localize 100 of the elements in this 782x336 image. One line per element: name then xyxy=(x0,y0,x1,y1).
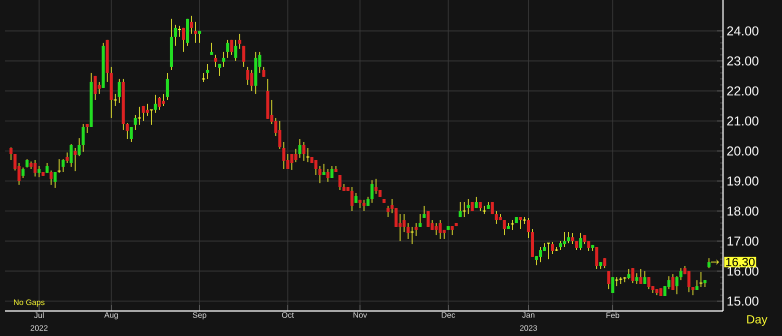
candlestick xyxy=(603,258,606,268)
candlestick xyxy=(563,232,566,248)
candlestick xyxy=(94,76,97,100)
candlestick xyxy=(57,158,62,174)
candlestick xyxy=(595,246,598,270)
candlestick xyxy=(210,42,214,56)
candlestick xyxy=(422,206,426,218)
candlestick xyxy=(679,268,682,280)
candlestick xyxy=(130,126,133,142)
candlestick xyxy=(194,22,198,44)
y-tick-label: 23.00 xyxy=(727,56,758,66)
candlestick xyxy=(134,114,137,130)
candlestick xyxy=(246,66,250,86)
candlestick xyxy=(70,144,73,168)
candlestick xyxy=(510,220,514,230)
candlestick xyxy=(551,242,554,254)
candlestick xyxy=(434,222,438,236)
candlestick xyxy=(298,138,302,158)
candlestick xyxy=(518,216,522,230)
candlestick xyxy=(611,276,614,294)
candlestick xyxy=(9,146,13,160)
candlestick xyxy=(635,272,638,284)
candlestick xyxy=(466,198,470,214)
candlestick xyxy=(614,276,619,286)
candlestick xyxy=(278,120,282,150)
candlestick xyxy=(631,268,634,284)
candlestick xyxy=(50,170,53,186)
candlestick xyxy=(374,178,378,194)
candlestick xyxy=(282,142,286,170)
candlestick xyxy=(338,174,342,190)
candlestick xyxy=(226,40,230,58)
candlestick xyxy=(607,270,610,290)
candlestick xyxy=(526,218,530,238)
candlestick xyxy=(522,216,526,224)
candlestick xyxy=(687,270,690,292)
candlestick xyxy=(370,180,374,204)
y-tick-label: 17.00 xyxy=(728,236,758,246)
candlestick xyxy=(250,70,254,92)
candlestick xyxy=(62,158,65,172)
y-tick-label: 18.00 xyxy=(728,206,758,216)
candlestick xyxy=(414,222,418,236)
y-tick-label: 19.00 xyxy=(728,176,758,186)
candlestick xyxy=(290,154,294,170)
candlestick xyxy=(118,78,121,104)
candlestick xyxy=(502,220,506,236)
candlestick xyxy=(418,214,422,228)
candlestick xyxy=(314,160,318,176)
candlestick xyxy=(426,210,430,228)
candlestick xyxy=(22,167,25,178)
candlestick xyxy=(567,232,570,244)
candlestick xyxy=(66,152,69,164)
candlestick xyxy=(82,124,85,152)
candlestick xyxy=(647,276,650,290)
candlestick xyxy=(158,96,161,110)
candlestick xyxy=(538,246,542,262)
candlestick xyxy=(671,274,674,290)
y-tick-label: 21.00 xyxy=(727,116,758,126)
candlestick xyxy=(406,222,410,240)
text: Day xyxy=(747,315,768,326)
candlestick xyxy=(554,246,559,252)
candlestick xyxy=(350,186,354,212)
candlestick xyxy=(182,28,186,52)
y-tick-label: 16.00 xyxy=(728,266,758,276)
y-tick-label: 20.00 xyxy=(727,146,758,156)
candlestick xyxy=(643,270,646,284)
candlestick xyxy=(74,148,77,172)
candlestick xyxy=(571,232,574,244)
candlestick xyxy=(46,162,49,174)
candlestick xyxy=(222,52,226,68)
candlestick xyxy=(198,30,202,44)
candlestick xyxy=(575,240,578,250)
candlestick xyxy=(294,148,298,162)
y-tick-label: 15.00 xyxy=(728,296,758,306)
candlestick xyxy=(394,208,398,228)
candlestick xyxy=(234,40,238,62)
candlestick xyxy=(695,280,698,290)
candlestick xyxy=(583,234,586,244)
candlestick xyxy=(330,166,334,178)
y-tick-label: 24.00 xyxy=(727,26,758,36)
candlestick xyxy=(698,272,703,288)
candlestick xyxy=(113,94,118,106)
candlestick xyxy=(326,168,330,182)
candlestick xyxy=(402,214,406,232)
candlestick xyxy=(126,122,129,140)
candlestick xyxy=(174,24,177,46)
ref-line-label: 16.30 xyxy=(726,258,755,266)
candlestick xyxy=(238,34,242,50)
candlestick xyxy=(366,196,370,206)
candlestick xyxy=(306,148,310,162)
candlestick xyxy=(202,72,206,82)
candlestick xyxy=(490,202,494,214)
candlestick xyxy=(166,72,169,100)
candlestick xyxy=(458,202,462,218)
candlestick xyxy=(386,206,390,218)
candlestick xyxy=(318,166,322,184)
candlestick xyxy=(362,200,366,212)
candlestick xyxy=(177,25,182,38)
y-tick-label: 22.00 xyxy=(727,86,758,96)
candlestick xyxy=(675,276,678,295)
candlestick xyxy=(639,268,642,284)
